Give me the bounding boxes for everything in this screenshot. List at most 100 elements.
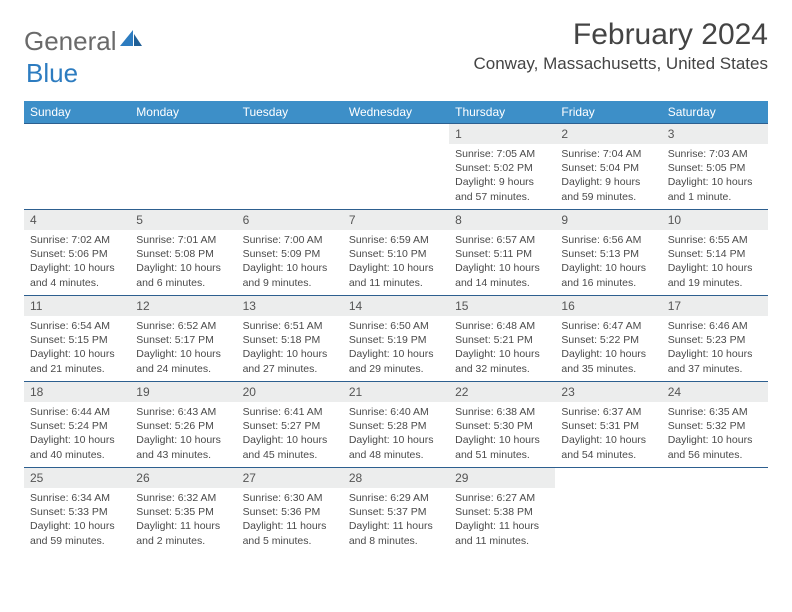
sunrise-text: Sunrise: 7:01 AM [136,233,230,247]
calendar-week-row: 4Sunrise: 7:02 AMSunset: 5:06 PMDaylight… [24,210,768,296]
sunset-text: Sunset: 5:28 PM [349,419,443,433]
calendar-cell: 6Sunrise: 7:00 AMSunset: 5:09 PMDaylight… [237,210,343,296]
sunset-text: Sunset: 5:18 PM [243,333,337,347]
day-body: Sunrise: 6:51 AMSunset: 5:18 PMDaylight:… [237,316,343,378]
calendar-cell: 21Sunrise: 6:40 AMSunset: 5:28 PMDayligh… [343,382,449,468]
daylight-text: Daylight: 11 hours and 2 minutes. [136,519,230,547]
sunset-text: Sunset: 5:10 PM [349,247,443,261]
calendar-cell: 24Sunrise: 6:35 AMSunset: 5:32 PMDayligh… [662,382,768,468]
calendar-cell [662,468,768,554]
day-number: 26 [130,468,236,488]
daylight-text: Daylight: 9 hours and 57 minutes. [455,175,549,203]
sunrise-text: Sunrise: 7:00 AM [243,233,337,247]
day-number: 20 [237,382,343,402]
sunrise-text: Sunrise: 6:48 AM [455,319,549,333]
calendar-cell: 19Sunrise: 6:43 AMSunset: 5:26 PMDayligh… [130,382,236,468]
day-number: 27 [237,468,343,488]
sunrise-text: Sunrise: 6:46 AM [668,319,762,333]
calendar-table: Sunday Monday Tuesday Wednesday Thursday… [24,101,768,554]
sunrise-text: Sunrise: 6:54 AM [30,319,124,333]
calendar-cell: 10Sunrise: 6:55 AMSunset: 5:14 PMDayligh… [662,210,768,296]
day-number: 8 [449,210,555,230]
calendar-week-row: 1Sunrise: 7:05 AMSunset: 5:02 PMDaylight… [24,124,768,210]
daylight-text: Daylight: 10 hours and 14 minutes. [455,261,549,289]
calendar-cell: 22Sunrise: 6:38 AMSunset: 5:30 PMDayligh… [449,382,555,468]
day-number: 15 [449,296,555,316]
day-number: 7 [343,210,449,230]
daylight-text: Daylight: 10 hours and 19 minutes. [668,261,762,289]
day-number: 18 [24,382,130,402]
day-body: Sunrise: 6:54 AMSunset: 5:15 PMDaylight:… [24,316,130,378]
calendar-cell: 14Sunrise: 6:50 AMSunset: 5:19 PMDayligh… [343,296,449,382]
daylight-text: Daylight: 10 hours and 56 minutes. [668,433,762,461]
calendar-cell: 28Sunrise: 6:29 AMSunset: 5:37 PMDayligh… [343,468,449,554]
sunrise-text: Sunrise: 6:51 AM [243,319,337,333]
sunrise-text: Sunrise: 7:03 AM [668,147,762,161]
day-body: Sunrise: 7:02 AMSunset: 5:06 PMDaylight:… [24,230,130,292]
sunset-text: Sunset: 5:31 PM [561,419,655,433]
daylight-text: Daylight: 10 hours and 6 minutes. [136,261,230,289]
sunset-text: Sunset: 5:14 PM [668,247,762,261]
daylight-text: Daylight: 10 hours and 32 minutes. [455,347,549,375]
day-number: 10 [662,210,768,230]
calendar-cell [237,124,343,210]
day-header: Friday [555,101,661,124]
day-number: 14 [343,296,449,316]
sunrise-text: Sunrise: 6:57 AM [455,233,549,247]
calendar-cell [24,124,130,210]
calendar-cell: 13Sunrise: 6:51 AMSunset: 5:18 PMDayligh… [237,296,343,382]
day-header-row: Sunday Monday Tuesday Wednesday Thursday… [24,101,768,124]
day-body: Sunrise: 7:05 AMSunset: 5:02 PMDaylight:… [449,144,555,206]
sunrise-text: Sunrise: 6:37 AM [561,405,655,419]
day-number: 13 [237,296,343,316]
day-number: 25 [24,468,130,488]
sunrise-text: Sunrise: 7:04 AM [561,147,655,161]
calendar-cell: 1Sunrise: 7:05 AMSunset: 5:02 PMDaylight… [449,124,555,210]
daylight-text: Daylight: 10 hours and 21 minutes. [30,347,124,375]
calendar-cell: 25Sunrise: 6:34 AMSunset: 5:33 PMDayligh… [24,468,130,554]
day-number: 21 [343,382,449,402]
calendar-cell: 27Sunrise: 6:30 AMSunset: 5:36 PMDayligh… [237,468,343,554]
day-number: 2 [555,124,661,144]
sunset-text: Sunset: 5:19 PM [349,333,443,347]
sunrise-text: Sunrise: 6:41 AM [243,405,337,419]
calendar-cell: 4Sunrise: 7:02 AMSunset: 5:06 PMDaylight… [24,210,130,296]
daylight-text: Daylight: 9 hours and 59 minutes. [561,175,655,203]
day-header: Monday [130,101,236,124]
sunrise-text: Sunrise: 6:47 AM [561,319,655,333]
day-number: 22 [449,382,555,402]
day-number: 24 [662,382,768,402]
calendar-cell: 18Sunrise: 6:44 AMSunset: 5:24 PMDayligh… [24,382,130,468]
calendar-cell: 29Sunrise: 6:27 AMSunset: 5:38 PMDayligh… [449,468,555,554]
calendar-cell: 2Sunrise: 7:04 AMSunset: 5:04 PMDaylight… [555,124,661,210]
day-body: Sunrise: 6:35 AMSunset: 5:32 PMDaylight:… [662,402,768,464]
day-header: Saturday [662,101,768,124]
day-body: Sunrise: 6:52 AMSunset: 5:17 PMDaylight:… [130,316,236,378]
sunrise-text: Sunrise: 7:02 AM [30,233,124,247]
daylight-text: Daylight: 11 hours and 5 minutes. [243,519,337,547]
daylight-text: Daylight: 10 hours and 59 minutes. [30,519,124,547]
calendar-week-row: 18Sunrise: 6:44 AMSunset: 5:24 PMDayligh… [24,382,768,468]
calendar-week-row: 11Sunrise: 6:54 AMSunset: 5:15 PMDayligh… [24,296,768,382]
sunset-text: Sunset: 5:21 PM [455,333,549,347]
day-number: 6 [237,210,343,230]
sunset-text: Sunset: 5:35 PM [136,505,230,519]
sunset-text: Sunset: 5:24 PM [30,419,124,433]
sunrise-text: Sunrise: 6:59 AM [349,233,443,247]
sunrise-text: Sunrise: 7:05 AM [455,147,549,161]
day-number: 19 [130,382,236,402]
sunset-text: Sunset: 5:04 PM [561,161,655,175]
sunset-text: Sunset: 5:26 PM [136,419,230,433]
calendar-cell: 11Sunrise: 6:54 AMSunset: 5:15 PMDayligh… [24,296,130,382]
day-body: Sunrise: 6:43 AMSunset: 5:26 PMDaylight:… [130,402,236,464]
sunrise-text: Sunrise: 6:50 AM [349,319,443,333]
day-number: 23 [555,382,661,402]
sunrise-text: Sunrise: 6:38 AM [455,405,549,419]
daylight-text: Daylight: 10 hours and 40 minutes. [30,433,124,461]
sunrise-text: Sunrise: 6:30 AM [243,491,337,505]
calendar-cell: 26Sunrise: 6:32 AMSunset: 5:35 PMDayligh… [130,468,236,554]
day-body: Sunrise: 7:04 AMSunset: 5:04 PMDaylight:… [555,144,661,206]
day-number: 12 [130,296,236,316]
calendar-cell: 23Sunrise: 6:37 AMSunset: 5:31 PMDayligh… [555,382,661,468]
sail-icon [120,24,142,55]
